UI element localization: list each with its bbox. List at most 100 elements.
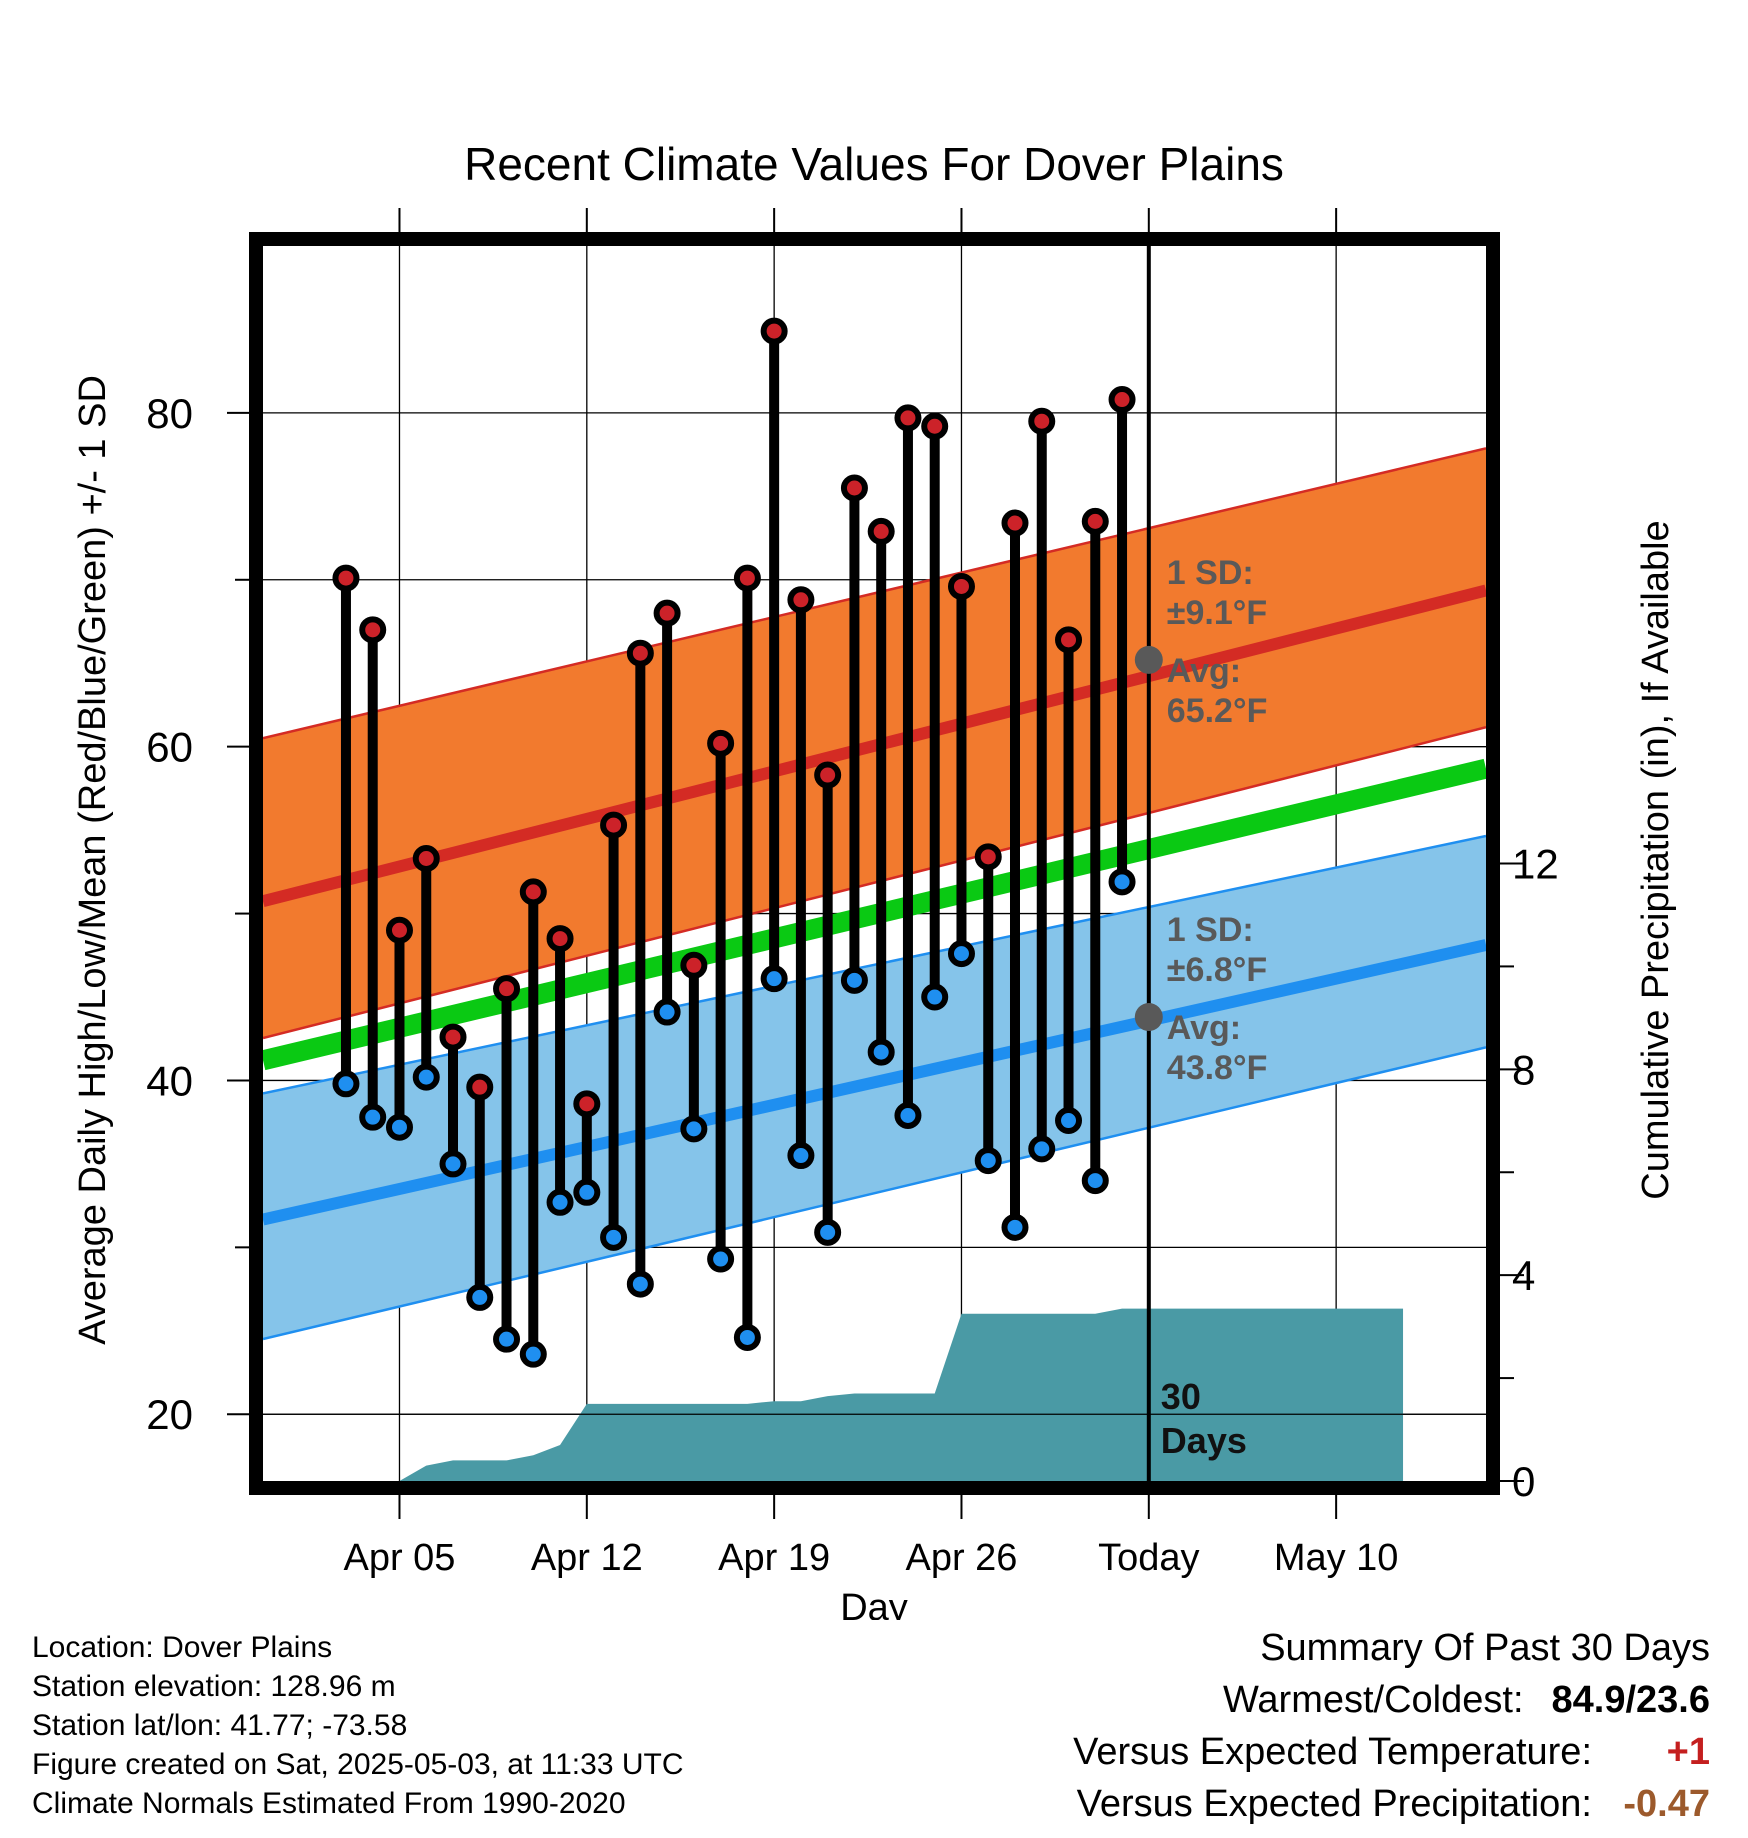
low-temp-point — [787, 1142, 815, 1170]
high-temp-point — [867, 517, 895, 545]
sd-label: 1 SD: — [1167, 554, 1254, 592]
high-temp-point — [439, 1023, 467, 1051]
high-temp-point — [546, 925, 574, 953]
high-temp-point — [653, 599, 681, 627]
high-temp-point — [733, 564, 761, 592]
x-axis-tick-label: Apr 05 — [343, 1537, 455, 1579]
avg-label: Avg: — [1167, 652, 1241, 690]
elevation-text: Station elevation: 128.96 m — [32, 1670, 396, 1703]
right-axis-tick-label: 8 — [1512, 1046, 1535, 1093]
high-temp-point — [947, 572, 975, 600]
created-text: Figure created on Sat, 2025-05-03, at 11… — [32, 1748, 684, 1781]
avg-label: Avg: — [1167, 1009, 1241, 1047]
high-temp-point — [680, 951, 708, 979]
low-normal-line — [263, 939, 1486, 1226]
sd-value: ±9.1°F — [1167, 594, 1267, 632]
avg-value: 43.8°F — [1167, 1049, 1268, 1087]
warm-cold-value: 84.9/23.6 — [1551, 1679, 1710, 1721]
latlon-text: Station lat/lon: 41.77; -73.58 — [32, 1709, 408, 1742]
low-temp-point — [519, 1340, 547, 1368]
summary-heading-row: Summary Of Past 30 Days — [1073, 1622, 1710, 1674]
low-temp-point — [814, 1218, 842, 1246]
low-sd-upper-edge — [263, 834, 1486, 1095]
x-axis-tick-label: Apr 19 — [718, 1537, 830, 1579]
high-temp-point — [466, 1073, 494, 1101]
high-temp-point — [519, 878, 547, 906]
low-temp-point — [493, 1325, 521, 1353]
left-axis-tick-label: 40 — [146, 1057, 193, 1104]
warm-cold-row: Warmest/Coldest: 84.9/23.6 — [1073, 1674, 1710, 1726]
low-temp-point — [760, 965, 788, 993]
low-temp-point — [546, 1188, 574, 1216]
precip-row: Versus Expected Precipitation: -0.47 — [1073, 1778, 1710, 1830]
mean-normal-line — [263, 758, 1486, 1071]
temp-label: Versus Expected Temperature: — [1073, 1731, 1592, 1773]
precip-label: Versus Expected Precipitation: — [1076, 1783, 1592, 1825]
low-temp-point — [332, 1070, 360, 1098]
low-temp-point — [1081, 1167, 1109, 1195]
chart-title: Recent Climate Values For Dover Plains — [464, 138, 1284, 190]
low-temp-point — [439, 1150, 467, 1178]
precip-area — [332, 1308, 1404, 1481]
low-temp-point — [466, 1283, 494, 1311]
station-info: Location: Dover Plains Station elevation… — [32, 1628, 684, 1823]
low-temp-point — [733, 1323, 761, 1351]
low-temp-point — [947, 940, 975, 968]
right-axis-tick-label: 0 — [1512, 1458, 1535, 1505]
high-temp-point — [840, 474, 868, 502]
low-temp-point — [600, 1223, 628, 1251]
low-temp-point — [385, 1113, 413, 1141]
high-temp-point — [573, 1090, 601, 1118]
high-temp-point — [626, 639, 654, 667]
precip-value: -0.47 — [1623, 1783, 1710, 1825]
today-window-label: 30 — [1161, 1376, 1201, 1417]
x-axis-tick-label: Today — [1098, 1537, 1199, 1579]
location-text: Location: Dover Plains — [32, 1631, 333, 1664]
right-axis-tick-label: 12 — [1512, 841, 1559, 888]
x-axis-tick-label: Apr 12 — [531, 1537, 643, 1579]
left-axis-tick-label: 60 — [146, 724, 193, 771]
high-sd-upper-edge — [263, 447, 1486, 740]
avg-value: 65.2°F — [1167, 692, 1268, 730]
temp-value: +1 — [1666, 1731, 1710, 1773]
y-axis-right-label: Cumulative Precipitation (in), If Availa… — [1635, 520, 1677, 1199]
high-normal-line — [263, 584, 1486, 908]
sd-label: 1 SD: — [1167, 911, 1254, 949]
high-temp-point — [385, 916, 413, 944]
normals-text: Climate Normals Estimated From 1990-2020 — [32, 1787, 626, 1820]
warm-cold-label: Warmest/Coldest: — [1222, 1679, 1524, 1721]
high-temp-point — [974, 843, 1002, 871]
low-temp-point — [1108, 868, 1136, 896]
low-temp-point — [921, 983, 949, 1011]
low-temp-point — [840, 966, 868, 994]
high-temp-point — [787, 586, 815, 614]
high-temp-point — [600, 811, 628, 839]
plot-frame — [249, 232, 1500, 1495]
low-temp-point — [1028, 1135, 1056, 1163]
sd-value: ±6.8°F — [1167, 951, 1267, 989]
low-temp-point — [412, 1063, 440, 1091]
high-temp-point — [1108, 386, 1136, 414]
high-temp-point — [332, 564, 360, 592]
low-sd-lower-edge — [263, 1046, 1486, 1341]
high-temp-point — [359, 616, 387, 644]
low-temp-point — [867, 1038, 895, 1066]
x-axis-tick-label: Apr 26 — [905, 1537, 1017, 1579]
temp-row: Versus Expected Temperature: +1 — [1073, 1726, 1710, 1778]
low-temp-point — [1055, 1107, 1083, 1135]
high-temp-point — [493, 975, 521, 1003]
high-temp-point — [412, 844, 440, 872]
avg-marker — [1134, 1003, 1163, 1032]
low-temp-point — [894, 1102, 922, 1130]
low-temp-point — [626, 1270, 654, 1298]
avg-marker — [1134, 645, 1163, 674]
right-axis-tick-label: 4 — [1512, 1252, 1535, 1299]
low-temp-point — [680, 1115, 708, 1143]
low-temp-point — [707, 1245, 735, 1273]
x-axis-tick-label: May 10 — [1274, 1537, 1399, 1579]
summary-heading: Summary Of Past 30 Days — [1260, 1627, 1710, 1669]
low-temp-point — [653, 998, 681, 1026]
high-temp-point — [921, 412, 949, 440]
